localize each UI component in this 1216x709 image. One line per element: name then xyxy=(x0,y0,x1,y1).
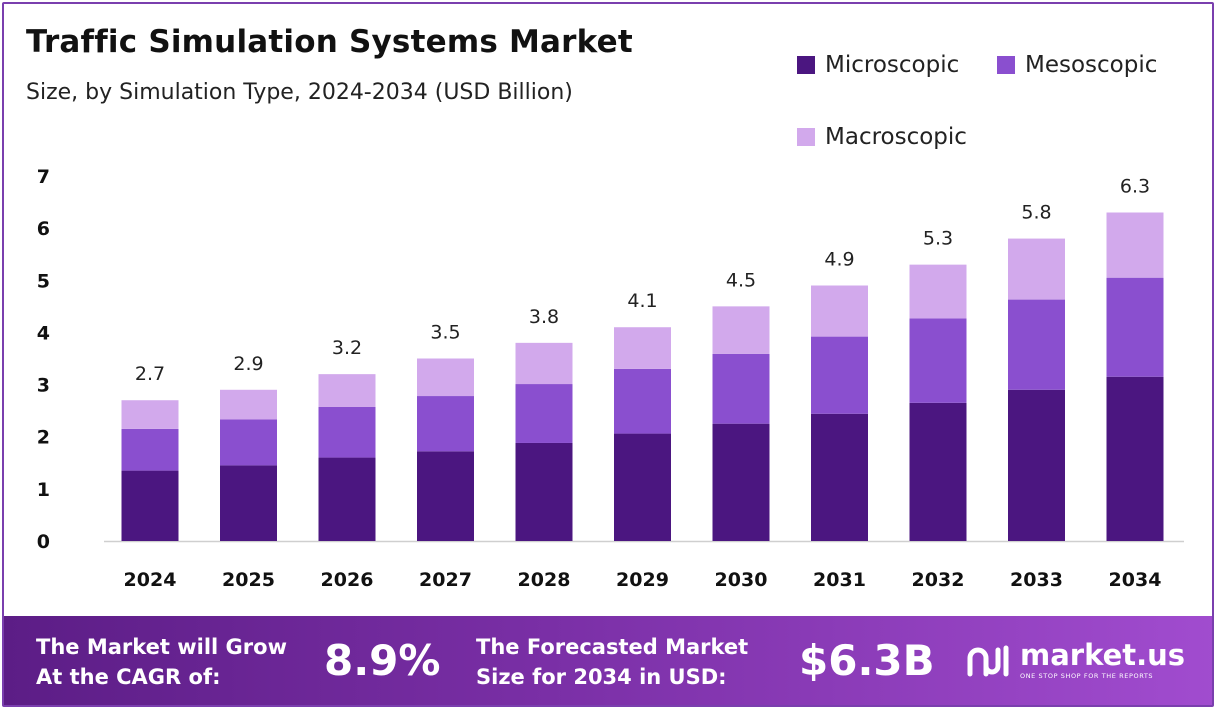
data-label-total-2024: 2.7 xyxy=(135,363,165,385)
chart-subtitle: Size, by Simulation Type, 2024-2034 (USD… xyxy=(26,80,573,105)
data-label-total-2031: 4.9 xyxy=(824,249,854,271)
bar-segment-mesoscopic-2032 xyxy=(909,318,967,403)
bar-segment-microscopic-2033 xyxy=(1008,389,1065,541)
data-label-total-2032: 5.3 xyxy=(923,228,953,250)
data-label-total-2029: 4.1 xyxy=(627,290,657,312)
legend-label-microscopic: Microscopic xyxy=(825,52,960,78)
legend-item-macroscopic: Macroscopic xyxy=(797,124,967,150)
bar-segment-macroscopic-2030 xyxy=(712,306,770,354)
forecast-caption-line1: The Forecasted Market xyxy=(476,635,749,659)
bar-segment-microscopic-2031 xyxy=(811,413,868,541)
bar-segment-microscopic-2028 xyxy=(515,442,573,541)
y-tick-label: 7 xyxy=(37,166,50,188)
x-tick-label-2032: 2032 xyxy=(912,569,965,591)
stacked-bar-chart: 0 1 2 3 4 5 6 7 2.7 2024 2.9 2025 3.2 2026 3.5 2027 3.8 2… xyxy=(37,166,1184,591)
bar-segment-mesoscopic-2028 xyxy=(515,384,573,443)
y-tick-label: 5 xyxy=(37,270,50,292)
data-label-total-2034: 6.3 xyxy=(1120,176,1150,198)
x-tick-label-2033: 2033 xyxy=(1010,569,1063,591)
bar-segment-macroscopic-2034 xyxy=(1106,212,1164,278)
bar-segment-macroscopic-2031 xyxy=(811,285,868,337)
bar-segment-mesoscopic-2026 xyxy=(318,406,376,458)
legend-swatch-mesoscopic xyxy=(997,56,1015,74)
x-tick-label-2024: 2024 xyxy=(124,569,177,591)
x-tick-label-2030: 2030 xyxy=(715,569,768,591)
bar-segment-mesoscopic-2030 xyxy=(712,353,770,424)
bar-segment-mesoscopic-2025 xyxy=(220,419,277,466)
bar-segment-macroscopic-2026 xyxy=(318,374,376,407)
cagr-value: 8.9% xyxy=(324,636,441,685)
data-label-total-2027: 3.5 xyxy=(430,322,460,344)
legend-swatch-microscopic xyxy=(797,56,815,74)
legend-label-macroscopic: Macroscopic xyxy=(825,124,967,150)
bar-segment-macroscopic-2028 xyxy=(515,342,573,385)
x-tick-label-2027: 2027 xyxy=(419,569,472,591)
bar-segment-mesoscopic-2029 xyxy=(614,368,671,434)
bar-segment-mesoscopic-2024 xyxy=(121,428,179,471)
y-tick-label: 6 xyxy=(37,218,50,240)
data-label-total-2025: 2.9 xyxy=(233,353,263,375)
bar-segment-microscopic-2025 xyxy=(220,465,277,541)
footer-banner: The Market will Grow At the CAGR of: 8.9… xyxy=(4,616,1212,705)
bar-segment-mesoscopic-2033 xyxy=(1008,299,1065,390)
bar-segment-microscopic-2027 xyxy=(417,451,474,541)
y-tick-label: 2 xyxy=(37,427,50,449)
brand-tagline: ONE STOP SHOP FOR THE REPORTS xyxy=(1020,672,1154,680)
x-tick-label-2034: 2034 xyxy=(1109,569,1162,591)
data-label-total-2033: 5.8 xyxy=(1021,202,1051,224)
data-label-total-2026: 3.2 xyxy=(332,337,362,359)
legend-item-microscopic: Microscopic xyxy=(797,52,959,78)
bar-segment-microscopic-2024 xyxy=(121,470,179,541)
bar-segment-macroscopic-2027 xyxy=(417,358,474,397)
chart-title: Traffic Simulation Systems Market xyxy=(26,24,633,60)
x-tick-label-2029: 2029 xyxy=(616,569,669,591)
forecast-caption-line2: Size for 2034 in USD: xyxy=(476,665,727,689)
bar-segment-macroscopic-2033 xyxy=(1008,238,1065,300)
x-tick-label-2028: 2028 xyxy=(518,569,571,591)
cagr-caption: The Market will Grow At the CAGR of: xyxy=(36,632,287,692)
y-tick-label: 1 xyxy=(37,479,50,501)
x-tick-label-2031: 2031 xyxy=(813,569,866,591)
bar-segment-macroscopic-2024 xyxy=(121,400,179,429)
x-tick-label-2025: 2025 xyxy=(222,569,275,591)
bar-segment-microscopic-2034 xyxy=(1106,376,1164,541)
y-tick-label: 0 xyxy=(37,531,50,553)
bar-segment-macroscopic-2032 xyxy=(909,264,967,319)
brand-logo: market.us ONE STOP SHOP FOR THE REPORTS xyxy=(966,640,1185,680)
y-tick-label: 3 xyxy=(37,375,50,397)
forecast-caption: The Forecasted Market Size for 2034 in U… xyxy=(476,632,748,692)
bar-segment-mesoscopic-2027 xyxy=(417,396,474,452)
bar-segment-macroscopic-2025 xyxy=(220,389,277,420)
bar-segment-macroscopic-2029 xyxy=(614,327,671,369)
legend-item-mesoscopic: Mesoscopic xyxy=(997,52,1157,78)
bar-segment-mesoscopic-2034 xyxy=(1106,277,1164,377)
legend-label-mesoscopic: Mesoscopic xyxy=(1025,52,1158,78)
brand-name: market.us xyxy=(1020,638,1186,672)
legend-swatch-macroscopic xyxy=(797,128,815,146)
forecast-value: $6.3B xyxy=(799,636,935,685)
cagr-caption-line1: The Market will Grow xyxy=(36,635,287,659)
y-tick-label: 4 xyxy=(37,322,50,344)
data-label-total-2030: 4.5 xyxy=(726,269,756,291)
x-tick-label-2026: 2026 xyxy=(321,569,374,591)
cagr-caption-line2: At the CAGR of: xyxy=(36,665,221,689)
bar-segment-microscopic-2030 xyxy=(712,423,770,541)
market-us-logo-icon xyxy=(967,645,1009,677)
data-label-total-2028: 3.8 xyxy=(529,306,559,328)
bar-segment-mesoscopic-2031 xyxy=(811,336,868,414)
bar-segment-microscopic-2032 xyxy=(909,402,967,541)
bar-segment-microscopic-2029 xyxy=(614,433,671,541)
bar-segment-microscopic-2026 xyxy=(318,457,376,541)
